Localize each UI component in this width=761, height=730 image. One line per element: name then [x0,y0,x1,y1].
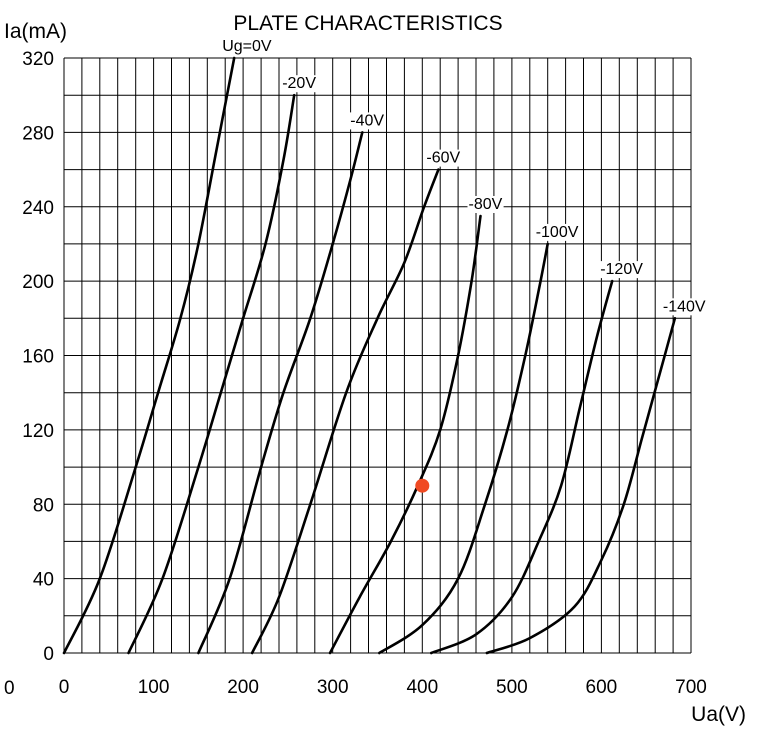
x-tick-label: 100 [138,677,170,698]
x-tick-label: 500 [496,677,528,698]
curve-label-background [281,75,318,93]
x-axis-extra-label: 0 [4,678,15,699]
y-tick-label: 80 [33,495,54,516]
curve-labels: Ug=0V -20V -40V -60V -80V -100V -120V -140V [221,38,707,316]
curve-label-background [425,149,462,167]
curve-label-background [349,112,386,130]
operating-point-layer [415,478,430,493]
curve-label: -80V [469,196,503,213]
y-axis-label: Ia(mA) [4,20,67,43]
curve-label: -100V [536,224,579,241]
curve-label-background [599,261,645,279]
curve-series [250,168,440,655]
curve-label-background [534,223,580,241]
y-tick-label: 280 [22,123,54,144]
tick-labels: 0 100 200 300 400 500 600 700 0 40 80 120 160 200 240 2… [22,49,707,698]
x-tick-label: 700 [675,677,707,698]
x-tick-label: 0 [59,677,70,698]
curve-series [127,93,296,655]
x-tick-label: 200 [227,677,259,698]
y-tick-label: 160 [22,347,54,368]
chart-title: PLATE CHARACTERISTICS [233,12,502,35]
x-tick-label: 300 [317,677,349,698]
operating-point [415,478,430,493]
y-tick-label: 40 [33,570,54,591]
curve-series [485,317,677,655]
curve-label: -140V [663,298,706,315]
curve-series [328,214,482,655]
curve-label: Ug=0V [222,38,272,55]
curves [62,56,677,655]
curve-series [197,131,364,655]
x-tick-label: 600 [586,677,618,698]
grid [63,57,692,654]
x-tick-label: 400 [406,677,438,698]
curve-label: -40V [350,112,384,129]
curve-series [62,56,236,655]
y-tick-label: 120 [22,421,54,442]
y-tick-label: 0 [43,644,54,665]
curve-series [429,279,614,655]
curve-series [378,242,549,655]
x-axis-label: Ua(V) [691,703,746,726]
curve-label-background [467,196,504,213]
y-tick-label: 200 [22,272,54,293]
curve-label-background [221,38,273,55]
curve-label: -20V [282,75,316,92]
y-tick-label: 240 [22,198,54,219]
curve-label: -120V [600,261,643,278]
curve-label: -60V [426,150,460,167]
y-tick-label: 320 [22,49,54,70]
curve-label-background [661,298,707,316]
